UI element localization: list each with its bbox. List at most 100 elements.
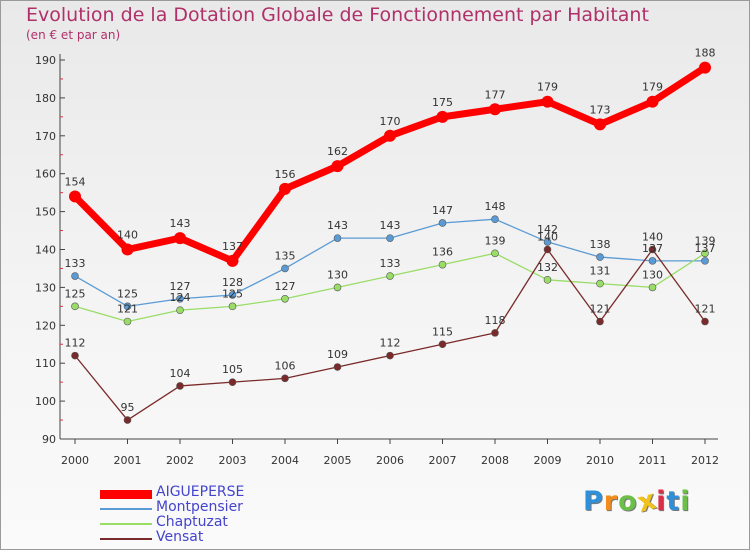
data-point-vensat bbox=[491, 329, 499, 337]
y-tick-label: 150 bbox=[35, 206, 56, 219]
data-label-aigueperse: 177 bbox=[485, 88, 506, 101]
data-label-chaptuzat: 125 bbox=[65, 287, 86, 300]
legend-label: Montpensier bbox=[156, 499, 243, 515]
y-tick-label: 140 bbox=[35, 244, 56, 257]
data-label-vensat: 115 bbox=[432, 325, 453, 338]
data-label-vensat: 140 bbox=[537, 231, 558, 244]
data-point-chaptuzat bbox=[491, 249, 499, 258]
data-point-montpensier bbox=[71, 272, 79, 280]
data-point-montpensier bbox=[648, 257, 657, 265]
x-tick-label: 2004 bbox=[271, 454, 299, 467]
data-point-aigueperse bbox=[489, 103, 501, 116]
data-label-montpensier: 138 bbox=[590, 238, 611, 251]
logo-letter: i bbox=[680, 486, 691, 517]
data-point-chaptuzat bbox=[71, 302, 79, 311]
data-label-vensat: 105 bbox=[222, 363, 243, 376]
data-point-vensat bbox=[701, 317, 709, 326]
data-point-aigueperse bbox=[699, 61, 711, 74]
legend-swatch bbox=[100, 508, 152, 510]
data-point-aigueperse bbox=[69, 190, 81, 203]
y-tick-label: 110 bbox=[35, 357, 56, 370]
legend-item-montpensier: Montpensier bbox=[100, 499, 320, 516]
data-point-vensat bbox=[333, 363, 342, 371]
data-label-montpensier: 135 bbox=[275, 249, 296, 262]
chart-legend: AIGUEPERSE Montpensier Chaptuzat Vensat bbox=[100, 484, 320, 546]
data-label-aigueperse: 188 bbox=[695, 47, 716, 60]
data-point-montpensier bbox=[281, 264, 289, 273]
data-point-montpensier bbox=[176, 294, 184, 303]
legend-swatch bbox=[100, 489, 152, 499]
data-label-montpensier: 143 bbox=[380, 219, 401, 232]
data-label-chaptuzat: 124 bbox=[170, 291, 191, 304]
data-point-montpensier bbox=[228, 291, 237, 299]
data-label-vensat: 106 bbox=[275, 359, 296, 372]
chart-title: Evolution de la Dotation Globale de Fonc… bbox=[26, 4, 649, 26]
data-label-vensat: 112 bbox=[380, 337, 401, 350]
data-point-montpensier bbox=[123, 302, 132, 311]
x-tick-label: 2005 bbox=[324, 454, 352, 467]
x-tick-label: 2010 bbox=[586, 454, 614, 467]
data-label-montpensier: 133 bbox=[65, 257, 86, 270]
chart-subtitle: (en € et par an) bbox=[26, 28, 121, 42]
data-label-aigueperse: 140 bbox=[117, 229, 138, 242]
y-tick-label: 180 bbox=[35, 92, 56, 105]
x-tick-label: 2007 bbox=[429, 454, 457, 467]
data-label-vensat: 104 bbox=[170, 367, 191, 380]
data-point-aigueperse bbox=[226, 254, 239, 267]
legend-swatch bbox=[100, 523, 152, 525]
data-label-montpensier: 128 bbox=[222, 276, 243, 289]
data-point-aigueperse bbox=[541, 95, 554, 108]
data-label-chaptuzat: 132 bbox=[537, 261, 558, 274]
data-point-chaptuzat bbox=[543, 276, 552, 284]
data-label-montpensier: 125 bbox=[117, 287, 138, 300]
data-point-montpensier bbox=[386, 234, 394, 242]
data-label-chaptuzat: 136 bbox=[432, 246, 453, 259]
data-label-montpensier: 137 bbox=[695, 242, 716, 255]
data-label-aigueperse: 143 bbox=[170, 217, 191, 230]
x-tick-label: 2012 bbox=[691, 454, 719, 467]
data-point-vensat bbox=[176, 382, 184, 390]
y-tick-label: 130 bbox=[35, 281, 56, 294]
data-label-chaptuzat: 131 bbox=[590, 265, 611, 278]
data-point-aigueperse bbox=[174, 232, 186, 245]
data-point-aigueperse bbox=[331, 160, 344, 173]
data-label-aigueperse: 170 bbox=[380, 115, 401, 128]
y-tick-label: 170 bbox=[35, 130, 56, 143]
data-label-aigueperse: 173 bbox=[590, 103, 611, 116]
data-point-montpensier bbox=[543, 238, 552, 246]
legend-label: Vensat bbox=[156, 529, 204, 545]
data-point-vensat bbox=[71, 351, 79, 360]
legend-swatch bbox=[100, 538, 152, 540]
legend-label: AIGUEPERSE bbox=[156, 484, 245, 500]
data-point-montpensier bbox=[491, 215, 499, 223]
data-label-vensat: 118 bbox=[485, 314, 506, 327]
data-label-vensat: 109 bbox=[327, 348, 348, 361]
y-tick-label: 90 bbox=[42, 433, 56, 446]
x-tick-label: 2000 bbox=[61, 454, 89, 467]
logo-letter: t bbox=[666, 486, 681, 517]
y-tick-label: 100 bbox=[35, 395, 56, 408]
logo-letter: i bbox=[656, 486, 667, 517]
data-point-aigueperse bbox=[436, 110, 449, 123]
data-label-vensat: 140 bbox=[642, 231, 663, 244]
data-point-chaptuzat bbox=[438, 260, 447, 269]
x-tick-label: 2006 bbox=[376, 454, 404, 467]
data-point-montpensier bbox=[438, 219, 447, 227]
data-point-vensat bbox=[648, 245, 657, 254]
data-label-montpensier: 137 bbox=[642, 242, 663, 255]
data-label-chaptuzat: 133 bbox=[380, 257, 401, 270]
data-point-vensat bbox=[386, 351, 394, 360]
data-point-vensat bbox=[228, 378, 237, 386]
y-tick-label: 160 bbox=[35, 168, 56, 181]
data-point-aigueperse bbox=[121, 243, 134, 256]
data-label-chaptuzat: 130 bbox=[642, 268, 663, 281]
x-tick-label: 2002 bbox=[166, 454, 194, 467]
data-label-aigueperse: 179 bbox=[642, 81, 663, 94]
data-point-vensat bbox=[543, 245, 552, 254]
data-point-vensat bbox=[281, 374, 289, 383]
data-label-chaptuzat: 139 bbox=[695, 234, 716, 247]
data-label-vensat: 112 bbox=[65, 337, 86, 350]
data-label-montpensier: 148 bbox=[485, 200, 506, 213]
